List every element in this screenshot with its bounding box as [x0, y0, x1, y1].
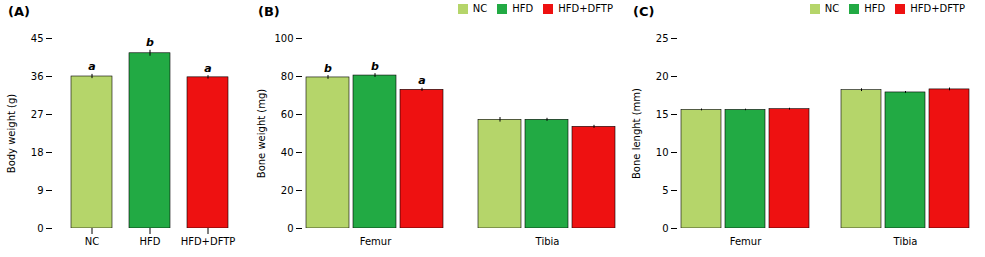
html-text:HFD: HFD [864, 3, 886, 14]
html-text:(A): (A) [8, 3, 30, 19]
svg-text:b: b [324, 62, 332, 75]
svg-text:40: 40 [281, 147, 294, 158]
svg-text:b: b [146, 36, 154, 49]
svg-text:9: 9 [37, 185, 43, 196]
svg-text:Body weight (g): Body weight (g) [6, 94, 17, 174]
svg-text:HFD+DFTP: HFD+DFTP [181, 236, 236, 247]
html-text:HFD+DFTP: HFD+DFTP [558, 3, 613, 14]
svg-text:0: 0 [662, 223, 668, 234]
svg-text:b: b [371, 60, 379, 73]
svg-text:0: 0 [37, 223, 43, 234]
svg-text:60: 60 [281, 109, 294, 120]
svg-text:a: a [204, 62, 211, 75]
svg-text:0: 0 [287, 223, 293, 234]
svg-text:100: 100 [274, 33, 293, 44]
svg-text:36: 36 [31, 71, 44, 82]
svg-text:Bone lenght (mm): Bone lenght (mm) [631, 88, 642, 179]
svg-text:Femur: Femur [360, 236, 392, 247]
svg-text:45: 45 [31, 33, 44, 44]
svg-text:a: a [418, 74, 425, 87]
html-text:HFD+DFTP: HFD+DFTP [910, 3, 965, 14]
html-text:NC: NC [824, 3, 840, 14]
html-text:HFD: HFD [512, 3, 534, 14]
html-text:(B): (B) [258, 3, 280, 19]
svg-text:25: 25 [656, 33, 669, 44]
html-text:NC: NC [472, 3, 488, 14]
svg-text:10: 10 [656, 147, 669, 158]
svg-text:27: 27 [31, 109, 44, 120]
svg-text:20: 20 [656, 71, 669, 82]
svg-text:Tibia: Tibia [893, 236, 918, 247]
svg-text:Femur: Femur [730, 236, 762, 247]
svg-text:Tibia: Tibia [535, 236, 560, 247]
svg-text:15: 15 [656, 109, 669, 120]
svg-text:5: 5 [662, 185, 668, 196]
html-text:(C): (C) [633, 3, 655, 19]
svg-text:Bone weight (mg): Bone weight (mg) [256, 89, 267, 179]
svg-text:NC: NC [85, 236, 99, 247]
svg-text:HFD: HFD [140, 236, 161, 247]
svg-text:18: 18 [31, 147, 44, 158]
svg-text:20: 20 [281, 185, 294, 196]
svg-text:80: 80 [281, 71, 294, 82]
svg-text:a: a [88, 60, 95, 73]
